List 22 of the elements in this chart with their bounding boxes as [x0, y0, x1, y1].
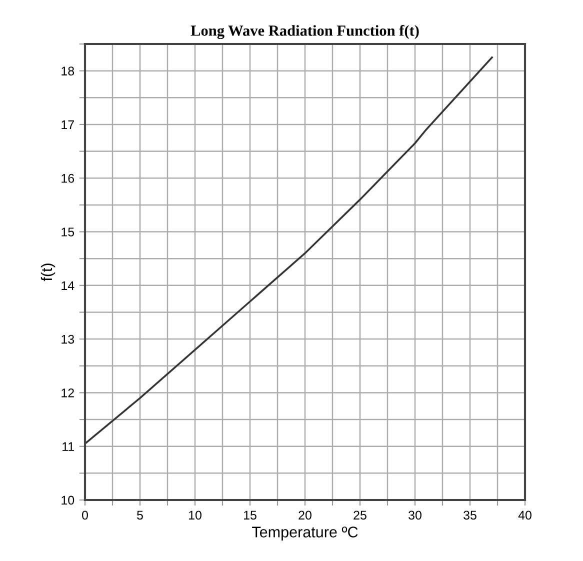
x-tick-label: 40	[518, 510, 532, 520]
y-tick-label: 17	[62, 120, 74, 129]
y-tick-label: 15	[62, 228, 74, 236]
x-tick-label: 30	[408, 510, 422, 520]
line-series	[85, 56, 493, 445]
y-tick-label: 16	[62, 174, 74, 183]
x-tick-label: 5	[137, 510, 143, 520]
x-tick-label: 20	[298, 510, 312, 520]
x-axis-title: Temperature ºC	[252, 526, 358, 540]
y-axis-title: f(t)	[40, 264, 56, 282]
y-tick-label: 14	[62, 281, 74, 290]
y-tick-label: 12	[62, 388, 74, 398]
y-tick-label: 18	[62, 66, 74, 76]
y-tick-label: 11	[62, 442, 74, 451]
x-tick-label: 10	[189, 510, 202, 520]
x-tick-label: 25	[354, 510, 366, 520]
y-tick-label: 13	[62, 334, 74, 344]
y-tick-label: 10	[62, 496, 74, 505]
x-tick-label: 35	[464, 510, 476, 520]
x-tick-label: 15	[244, 510, 256, 520]
x-tick-label: 0	[82, 510, 88, 520]
chart-title: Long Wave Radiation Function f(t)	[190, 24, 419, 40]
